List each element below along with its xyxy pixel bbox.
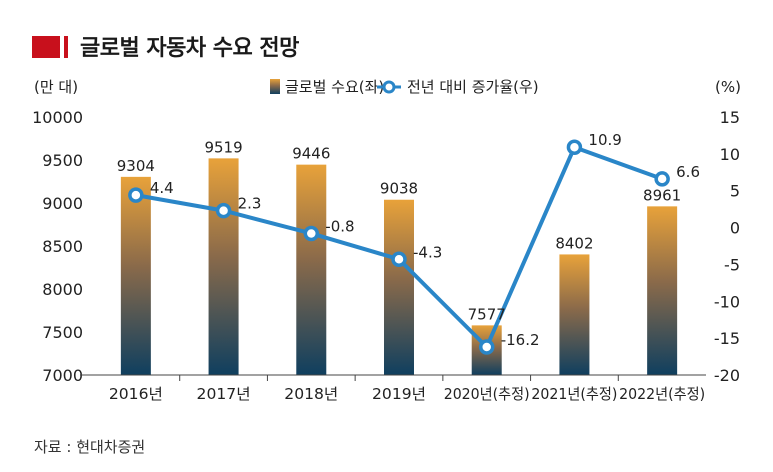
growth-rate-label: -4.3 — [413, 243, 442, 261]
growth-rate-point — [478, 339, 495, 355]
growth-rate-point — [215, 202, 232, 219]
bar-value-label: 8402 — [555, 234, 593, 252]
legend-bar-swatch — [270, 79, 280, 94]
growth-rate-point — [391, 251, 407, 268]
legend-line-label: 전년 대비 증가율(우) — [407, 78, 539, 96]
source-note: 자료 : 현대차증권 — [34, 438, 146, 456]
left-tick-label: 9000 — [42, 194, 83, 213]
bar-value-label: 7577 — [468, 305, 506, 323]
x-tick-label: 2019년 — [372, 385, 426, 403]
x-tick-label: 2018년 — [284, 385, 338, 403]
x-tick-label: 2020년(추정) — [444, 385, 530, 403]
growth-rate-label: 4.4 — [150, 179, 174, 197]
bar-demand — [384, 199, 414, 375]
left-tick-label: 8000 — [42, 280, 83, 299]
right-tick-label: 10 — [720, 145, 740, 164]
legend-line-marker — [382, 80, 396, 94]
right-axis-unit: (%) — [715, 78, 741, 96]
x-tick-label: 2021년(추정) — [531, 385, 617, 403]
left-tick-label: 7000 — [42, 366, 83, 385]
title-accent-block — [32, 36, 60, 58]
right-tick-label: -15 — [714, 329, 740, 348]
growth-rate-label: 6.6 — [676, 163, 700, 181]
growth-rate-point — [654, 171, 670, 187]
page-title: 글로벌 자동차 수요 전망 — [80, 36, 299, 61]
growth-rate-point — [303, 225, 320, 242]
bar-demand — [120, 176, 151, 375]
bar-value-label: 9519 — [204, 138, 242, 156]
left-axis-unit: (만 대) — [34, 78, 78, 96]
right-tick-label: -20 — [714, 366, 740, 385]
x-tick-label: 2022년(추정) — [619, 385, 705, 403]
right-tick-label: 0 — [730, 219, 740, 238]
legend-bar-label: 글로벌 수요(좌) — [285, 78, 384, 96]
right-tick-label: 5 — [730, 182, 740, 201]
bar-value-label: 8961 — [643, 186, 681, 204]
growth-rate-point — [128, 187, 144, 203]
left-tick-label: 7500 — [42, 323, 83, 342]
bar-value-label: 9038 — [380, 180, 418, 198]
title-accent-bar — [64, 36, 68, 58]
right-tick-label: 15 — [720, 108, 740, 127]
growth-rate-label: 10.9 — [588, 131, 621, 149]
bar-demand — [296, 164, 327, 375]
right-tick-label: -5 — [724, 255, 740, 274]
growth-rate-label: 2.3 — [238, 195, 262, 213]
left-tick-label: 8500 — [42, 237, 83, 256]
left-tick-label: 9500 — [42, 151, 83, 170]
growth-rate-label: -16.2 — [501, 331, 540, 349]
right-tick-label: -10 — [714, 292, 740, 311]
growth-rate-label: -0.8 — [325, 217, 354, 235]
growth-rate-point — [566, 139, 583, 155]
bar-demand — [647, 206, 678, 375]
bar-value-label: 9446 — [292, 145, 330, 163]
bar-demand — [559, 254, 590, 375]
left-tick-label: 10000 — [32, 108, 83, 127]
x-tick-label: 2017년 — [197, 385, 251, 403]
bar-demand — [208, 158, 239, 375]
x-tick-label: 2016년 — [109, 385, 163, 403]
bar-value-label: 9304 — [117, 157, 155, 175]
